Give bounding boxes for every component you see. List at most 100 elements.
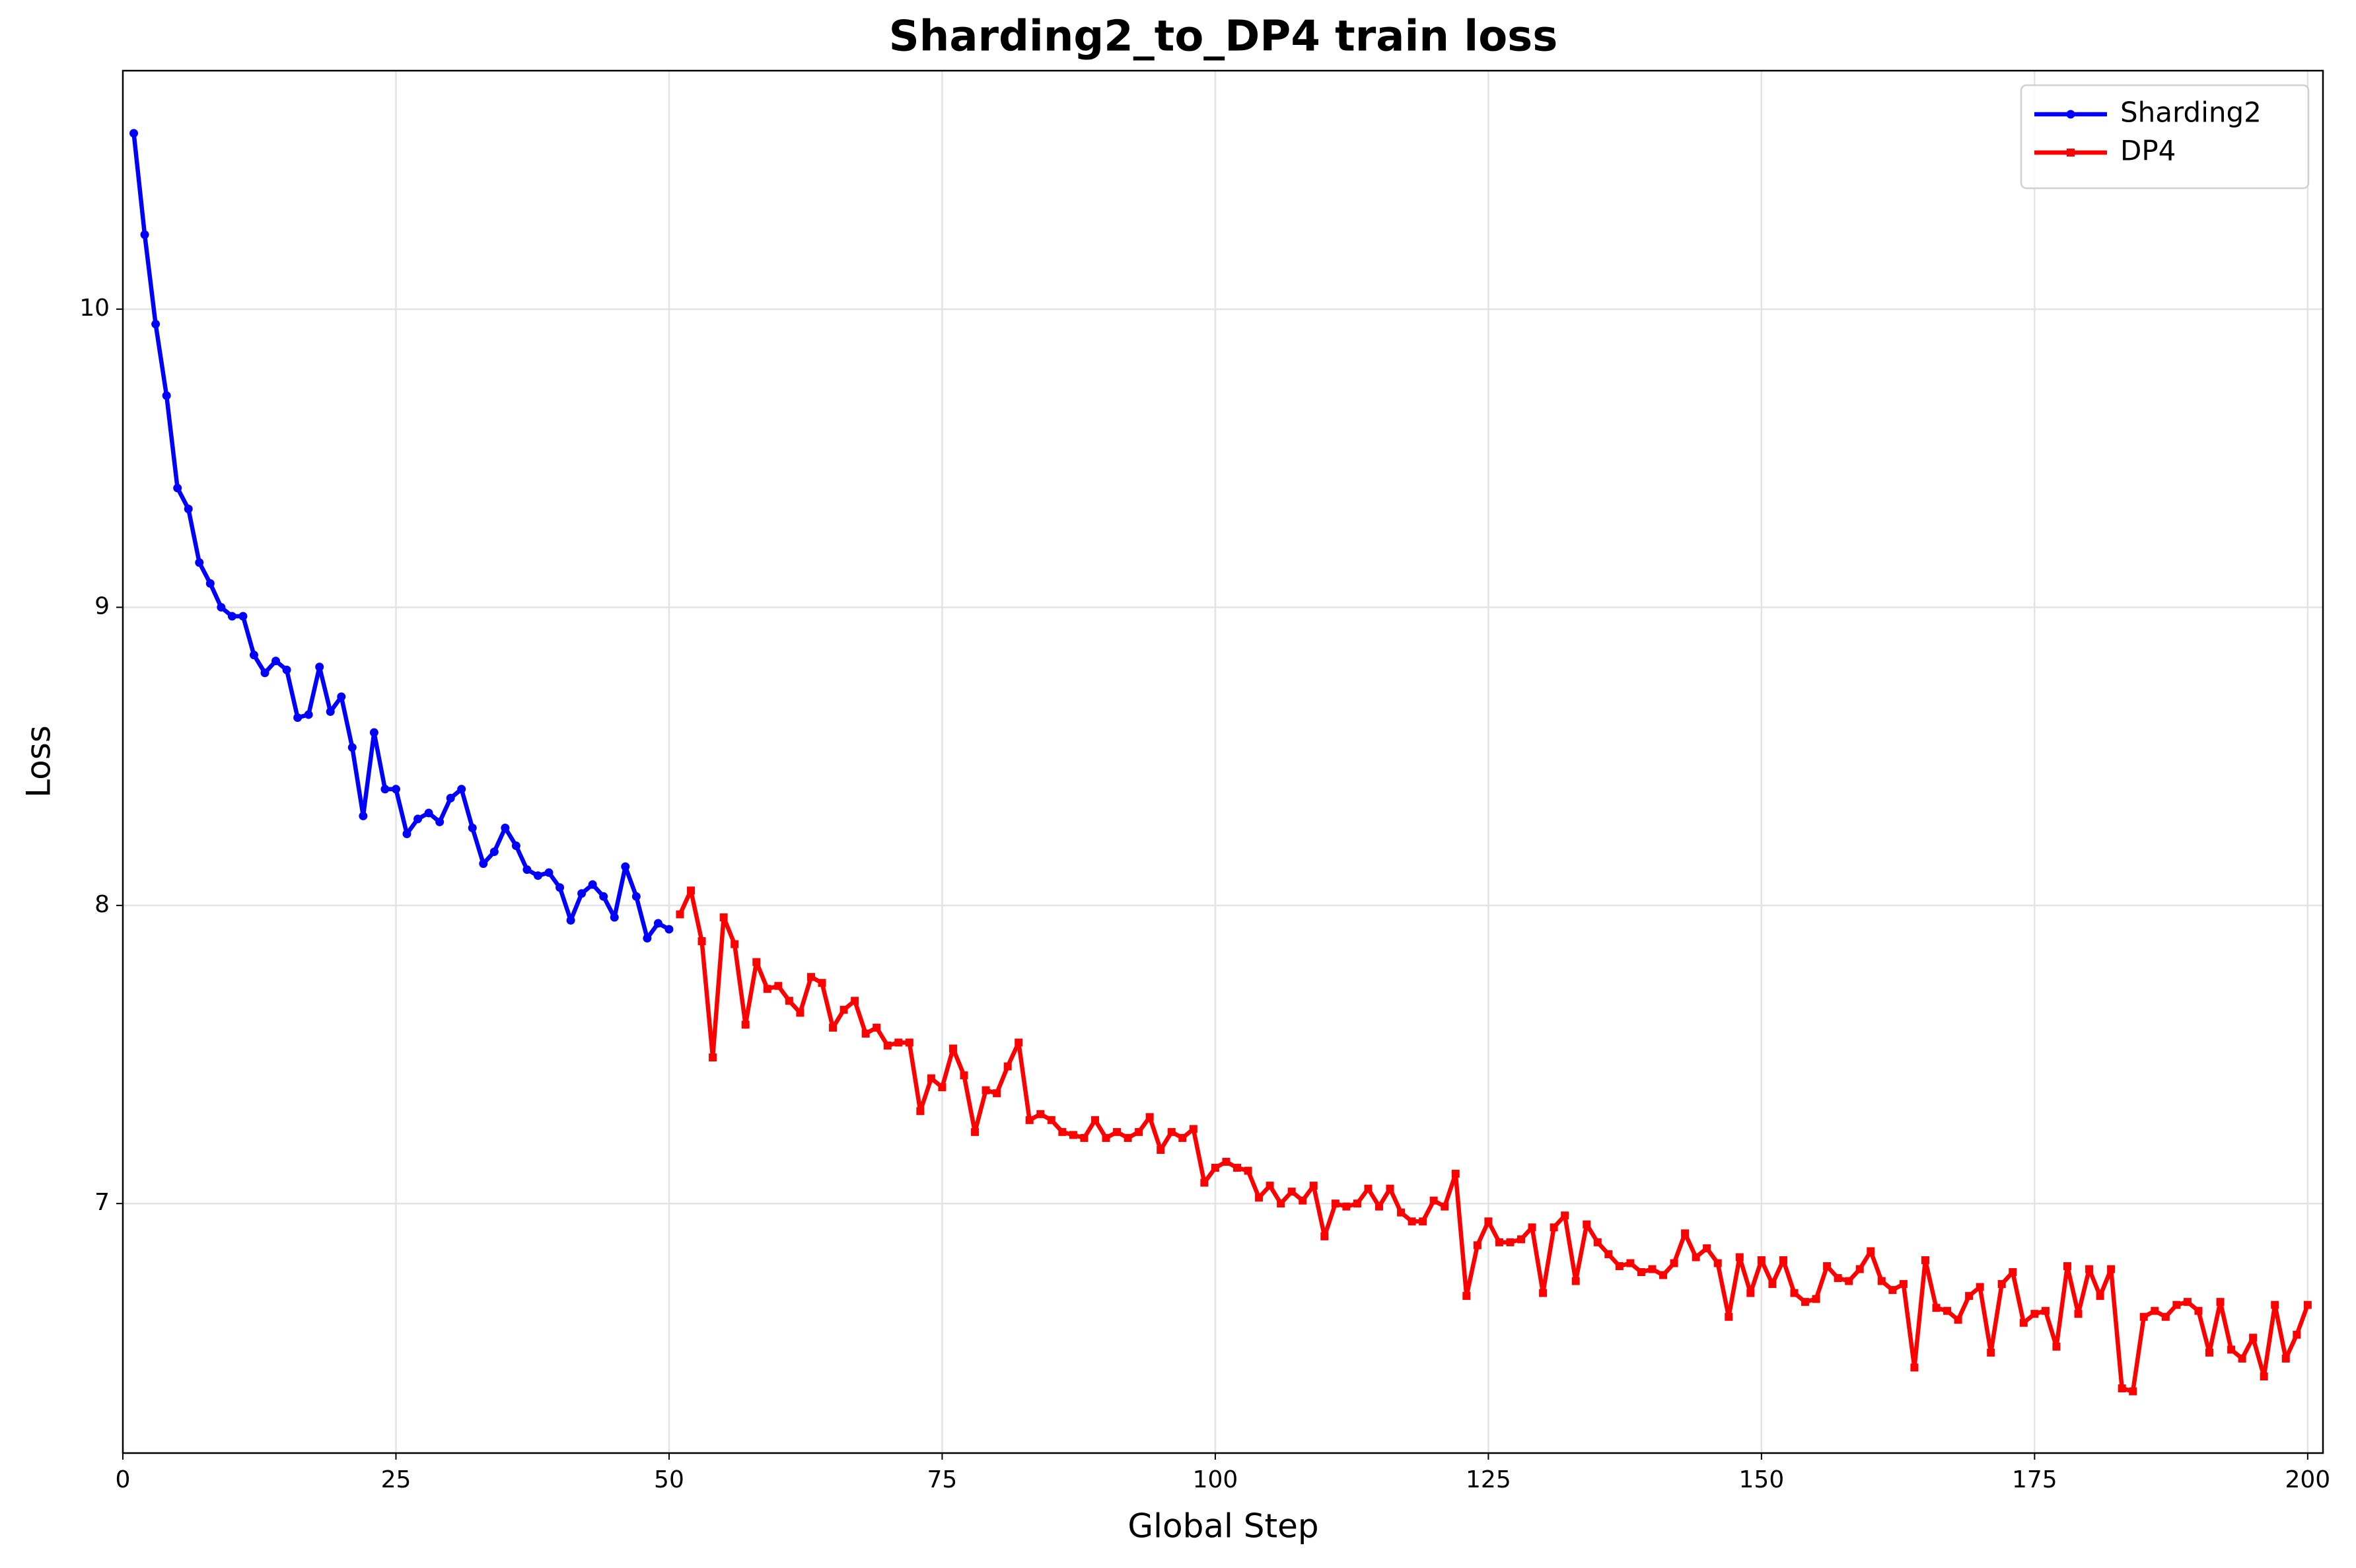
marker bbox=[861, 1029, 870, 1038]
marker bbox=[2260, 1372, 2268, 1380]
marker bbox=[489, 847, 499, 857]
marker bbox=[140, 230, 149, 239]
y-tick-label: 7 bbox=[94, 1189, 110, 1216]
marker bbox=[1550, 1223, 1558, 1232]
marker bbox=[1877, 1277, 1886, 1285]
y-tick-label: 10 bbox=[79, 295, 110, 322]
marker bbox=[1102, 1133, 1110, 1142]
marker bbox=[1867, 1247, 1875, 1256]
marker bbox=[2107, 1265, 2116, 1273]
marker bbox=[1954, 1316, 1962, 1324]
marker bbox=[1746, 1289, 1755, 1297]
marker bbox=[282, 665, 291, 674]
marker bbox=[1888, 1286, 1897, 1295]
marker bbox=[2139, 1312, 2148, 1321]
marker bbox=[687, 886, 696, 895]
marker bbox=[851, 997, 859, 1005]
x-tick-label: 100 bbox=[1193, 1466, 1238, 1493]
marker bbox=[2183, 1298, 2192, 1306]
marker bbox=[1757, 1256, 1766, 1264]
marker bbox=[818, 979, 826, 987]
marker bbox=[555, 883, 565, 892]
marker bbox=[1189, 1125, 1197, 1133]
marker bbox=[424, 808, 433, 818]
marker bbox=[1200, 1178, 1209, 1187]
x-tick-label: 75 bbox=[927, 1466, 958, 1493]
marker bbox=[927, 1074, 935, 1083]
marker bbox=[1233, 1164, 1242, 1172]
marker bbox=[1375, 1202, 1384, 1211]
marker bbox=[1910, 1363, 1919, 1372]
marker bbox=[1517, 1235, 1526, 1244]
marker bbox=[577, 889, 587, 898]
marker bbox=[1626, 1259, 1635, 1267]
marker bbox=[249, 651, 258, 660]
marker bbox=[1157, 1145, 1165, 1154]
marker bbox=[1615, 1262, 1624, 1270]
marker bbox=[2303, 1301, 2312, 1309]
marker bbox=[1408, 1217, 1416, 1226]
marker bbox=[1713, 1259, 1722, 1267]
marker bbox=[2281, 1354, 2290, 1363]
marker bbox=[1823, 1262, 1832, 1270]
marker bbox=[2096, 1292, 2104, 1301]
marker bbox=[1266, 1182, 1274, 1190]
legend-marker bbox=[2066, 110, 2075, 119]
x-axis-label: Global Step bbox=[1127, 1507, 1318, 1546]
marker bbox=[2194, 1306, 2203, 1315]
marker bbox=[1681, 1229, 1690, 1238]
marker bbox=[413, 814, 423, 824]
marker bbox=[1113, 1127, 1122, 1136]
marker bbox=[1604, 1250, 1613, 1258]
marker bbox=[774, 981, 783, 990]
marker bbox=[1790, 1289, 1799, 1297]
marker bbox=[205, 579, 215, 588]
marker bbox=[1167, 1127, 1176, 1136]
marker bbox=[446, 793, 455, 802]
marker bbox=[829, 1023, 838, 1032]
x-tick-label: 0 bbox=[116, 1466, 131, 1493]
marker bbox=[2227, 1345, 2236, 1354]
marker bbox=[304, 710, 313, 719]
marker bbox=[1255, 1194, 1264, 1202]
marker bbox=[2249, 1334, 2258, 1342]
marker bbox=[151, 320, 161, 329]
marker bbox=[1080, 1133, 1089, 1142]
marker bbox=[435, 817, 445, 826]
marker bbox=[1768, 1280, 1777, 1289]
marker bbox=[2172, 1301, 2181, 1309]
marker bbox=[1506, 1238, 1515, 1246]
marker bbox=[1036, 1110, 1045, 1118]
legend-label: Sharding2 bbox=[2120, 96, 2262, 129]
marker bbox=[1539, 1289, 1548, 1297]
marker bbox=[621, 862, 630, 871]
x-tick-label: 50 bbox=[654, 1466, 684, 1493]
marker bbox=[948, 1044, 957, 1053]
marker bbox=[1659, 1271, 1668, 1279]
marker bbox=[359, 811, 368, 820]
marker bbox=[1025, 1116, 1034, 1124]
marker bbox=[271, 657, 281, 666]
marker bbox=[369, 728, 378, 737]
marker bbox=[938, 1083, 946, 1092]
marker bbox=[883, 1041, 892, 1050]
marker bbox=[1692, 1253, 1700, 1262]
marker bbox=[1419, 1217, 1427, 1226]
marker bbox=[982, 1086, 990, 1094]
marker bbox=[1331, 1199, 1339, 1208]
marker bbox=[1145, 1113, 1154, 1122]
legend-marker bbox=[2067, 149, 2075, 157]
marker bbox=[664, 925, 674, 934]
marker bbox=[785, 997, 793, 1005]
marker bbox=[1299, 1196, 1307, 1205]
marker bbox=[402, 830, 411, 839]
marker bbox=[2009, 1268, 2017, 1277]
marker bbox=[1178, 1133, 1187, 1142]
marker bbox=[1528, 1223, 1536, 1232]
marker bbox=[293, 713, 303, 722]
marker bbox=[380, 785, 390, 794]
marker bbox=[1135, 1127, 1143, 1136]
marker bbox=[1058, 1127, 1067, 1136]
